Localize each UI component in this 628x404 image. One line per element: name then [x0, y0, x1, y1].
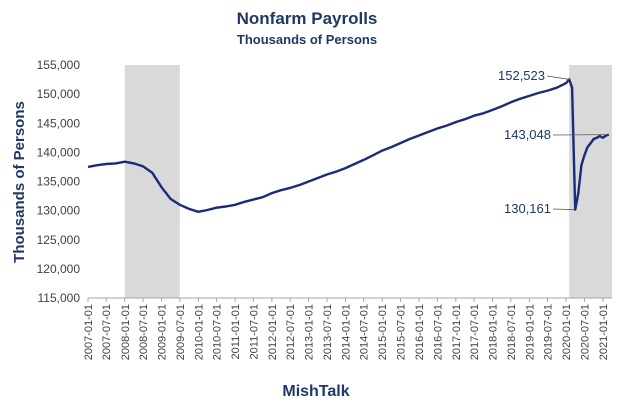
x-tick-label: 2013-07-01 [322, 304, 334, 360]
x-tick-label: 2007-07-01 [101, 304, 113, 360]
x-tick-label: 2012-07-01 [285, 304, 297, 360]
x-tick-label: 2012-01-01 [267, 304, 279, 360]
footer-label: MishTalk [282, 383, 349, 400]
x-tick-label: 2010-07-01 [212, 304, 224, 360]
x-tick-label: 2018-01-01 [488, 304, 500, 360]
x-tick-label: 2014-01-01 [340, 304, 352, 360]
x-tick-label: 2008-01-01 [120, 304, 132, 360]
x-tick-label: 2021-01-01 [598, 304, 610, 360]
x-tick-label: 2017-01-01 [451, 304, 463, 360]
x-tick-label: 2016-01-01 [414, 304, 426, 360]
y-tick-label: 130,000 [37, 204, 81, 218]
x-tick-label: 2009-01-01 [157, 304, 169, 360]
x-tick-label: 2019-01-01 [524, 304, 536, 360]
annotation-label: 143,048 [504, 127, 551, 142]
x-tick-label: 2013-01-01 [304, 304, 316, 360]
y-tick-label: 150,000 [37, 87, 81, 101]
y-tick-label: 140,000 [37, 145, 81, 159]
x-tick-label: 2019-07-01 [543, 304, 555, 360]
y-tick-label: 115,000 [38, 291, 81, 305]
x-tick-label: 2015-07-01 [395, 304, 407, 360]
annotation-label: 130,161 [504, 201, 551, 216]
x-tick-label: 2015-01-01 [377, 304, 389, 360]
x-tick-label: 2010-01-01 [193, 304, 205, 360]
annotation-leader [546, 75, 570, 80]
annotation-leader [552, 208, 576, 211]
annotation-label: 152,523 [498, 68, 545, 83]
x-tick-label: 2007-01-01 [83, 304, 95, 360]
x-axis-ticks: 2007-01-01 2007-07-01 2008-01-01 2008-07-01… [83, 298, 610, 360]
annotations: 152,523 143,048 130,161 [498, 68, 609, 216]
chart-subtitle: Thousands of Persons [237, 32, 377, 47]
recession-band [124, 65, 180, 298]
x-tick-label: 2011-01-01 [230, 304, 242, 359]
x-tick-label: 2008-07-01 [138, 304, 150, 360]
x-tick-label: 2020-01-01 [561, 304, 573, 360]
x-tick-label: 2009-07-01 [175, 304, 187, 360]
x-tick-label: 2018-07-01 [506, 304, 518, 360]
x-tick-label: 2014-07-01 [359, 304, 371, 360]
recession-band [569, 65, 612, 298]
y-axis-label: Thousands of Persons [11, 101, 28, 263]
y-tick-label: 125,000 [37, 233, 81, 247]
x-tick-label: 2011-07-01 [248, 304, 260, 359]
x-tick-label: 2020-07-01 [579, 304, 591, 360]
y-axis-ticks: 115,000 120,000 125,000 130,000 135,000 140,0… [37, 58, 81, 305]
y-tick-label: 145,000 [37, 116, 81, 130]
chart-title: Nonfarm Payrolls [237, 9, 378, 28]
y-tick-label: 155,000 [37, 58, 81, 72]
y-tick-label: 120,000 [37, 262, 81, 276]
recession-bands [124, 65, 612, 298]
x-tick-label: 2016-07-01 [432, 304, 444, 360]
y-tick-label: 135,000 [37, 175, 81, 189]
x-tick-label: 2017-07-01 [469, 304, 481, 360]
